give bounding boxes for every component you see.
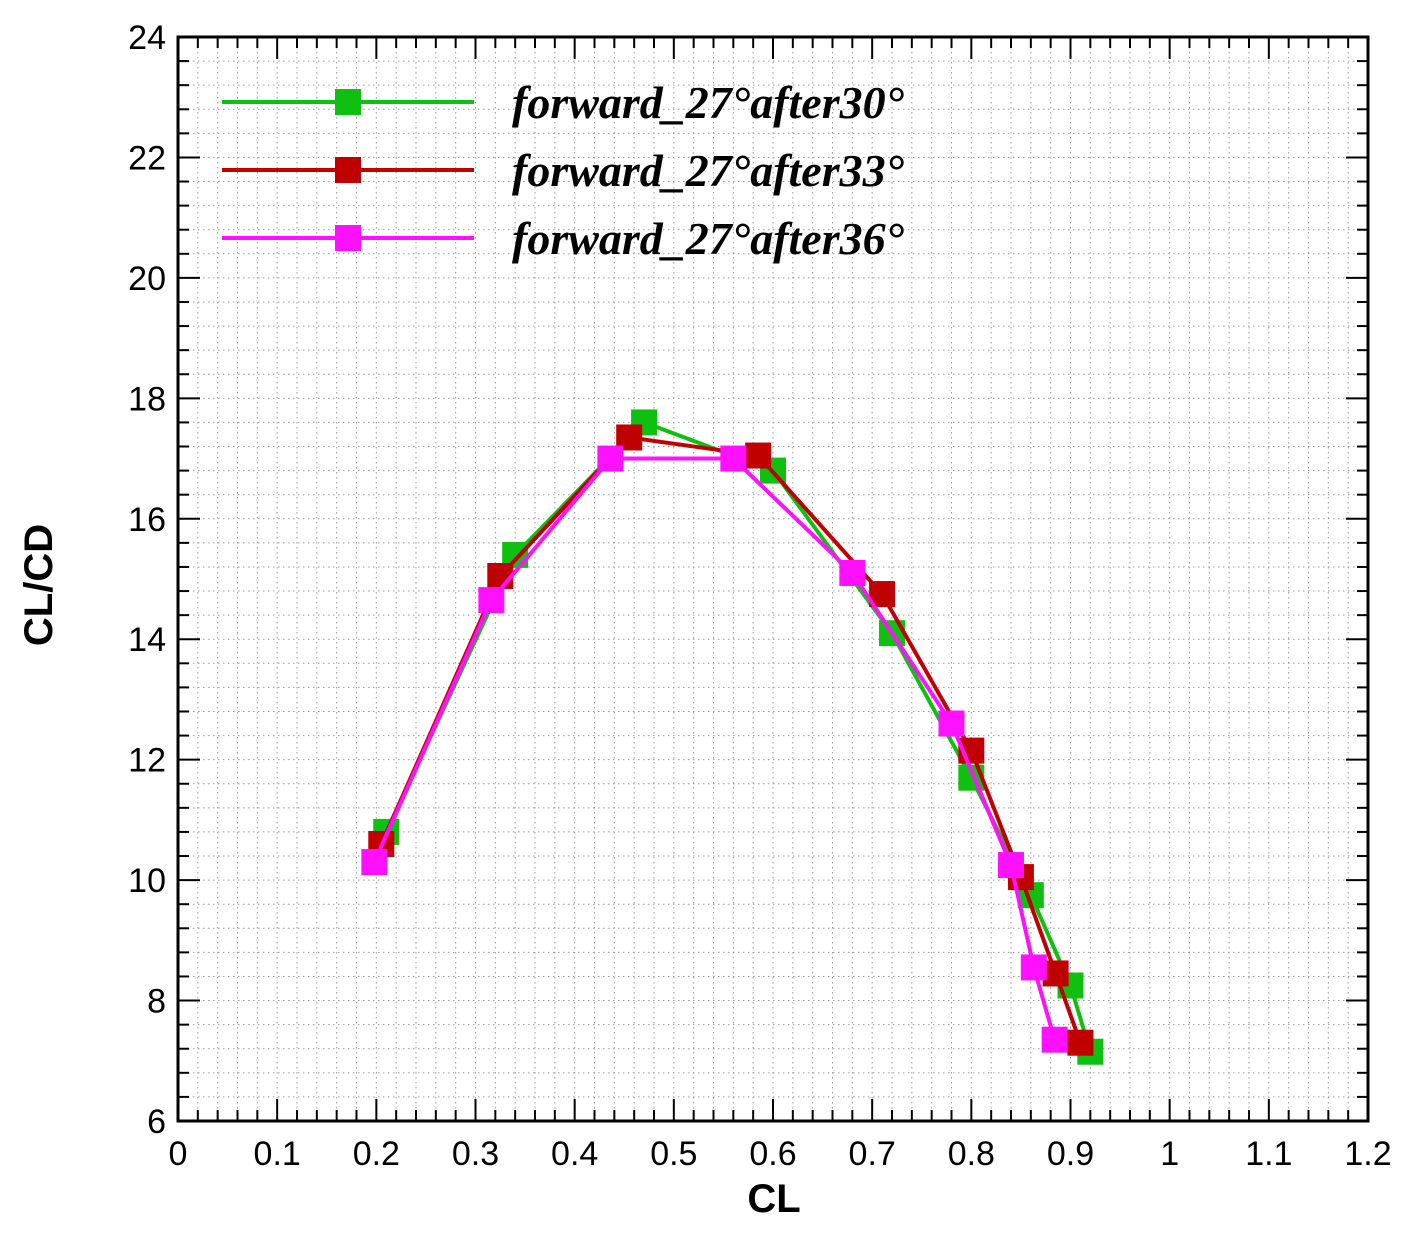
y-tick-label: 14 [128, 621, 166, 659]
data-point-marker [720, 445, 747, 472]
grid [178, 37, 1368, 1121]
x-tick-label: 0.8 [948, 1135, 995, 1173]
data-point-marker [487, 562, 514, 589]
x-tick-label: 0.1 [254, 1135, 301, 1173]
legend-entry-3: forward_27°after36° [222, 213, 905, 264]
legend-marker [335, 225, 361, 251]
data-point-marker [361, 849, 388, 876]
x-tick-label: 0.6 [749, 1135, 796, 1173]
series-group [361, 409, 1104, 1065]
series-2 [368, 424, 1094, 1056]
legend-marker [335, 157, 361, 183]
data-point-marker [839, 559, 866, 586]
legend-label: forward_27°after30° [512, 77, 905, 128]
data-point-marker [1041, 1026, 1068, 1053]
legend: forward_27°after30° forward_27°after33°fo… [222, 77, 905, 264]
data-point-marker [478, 587, 505, 614]
series-line [384, 420, 1093, 1053]
y-axis-title: CL/CD [17, 524, 61, 646]
y-tick-label: 10 [128, 862, 166, 900]
data-point-marker [1042, 960, 1069, 987]
y-tick-label: 24 [128, 19, 166, 57]
y-tick-label: 18 [128, 380, 166, 418]
legend-label: forward_27°after33° [512, 145, 905, 196]
data-point-marker [1067, 1029, 1094, 1056]
x-tick-label: 1 [1160, 1135, 1179, 1173]
y-tick-label: 8 [147, 983, 166, 1021]
y-tick-label: 20 [128, 260, 166, 298]
x-tick-label: 0.5 [650, 1135, 697, 1173]
x-tick-label: 1.2 [1344, 1135, 1391, 1173]
y-tick-label: 22 [128, 139, 166, 177]
legend-label: forward_27°after36° [512, 213, 905, 264]
data-point-marker [1020, 954, 1047, 981]
x-axis-title: CL [747, 1177, 800, 1221]
series-3 [361, 445, 1068, 1053]
data-point-marker [745, 442, 772, 469]
y-tick-label: 12 [128, 742, 166, 780]
legend-entry-2: forward_27°after33° [222, 145, 905, 196]
data-point-marker [998, 852, 1024, 879]
x-tick-label: 0.3 [452, 1135, 499, 1173]
legend-marker [335, 89, 361, 115]
data-point-marker [938, 710, 965, 737]
y-tick-label: 6 [147, 1103, 166, 1141]
y-tick-label: 16 [128, 501, 166, 539]
data-point-marker [597, 445, 624, 472]
legend-entry-1: forward_27°after30° [222, 77, 905, 128]
series-1 [373, 409, 1104, 1065]
x-tick-label: 0.4 [551, 1135, 598, 1173]
x-tick-label: 0.7 [849, 1135, 896, 1173]
x-tick-label: 0.2 [353, 1135, 400, 1173]
x-tick-label: 0.9 [1047, 1135, 1094, 1173]
x-tick-label: 0 [169, 1135, 188, 1173]
x-tick-label: 1.1 [1245, 1135, 1292, 1173]
axes: CL CL/CD 0 0.1 0.2 0.3 0.4 0.5 0.6 0.7 0.8 0.9 1 1.… [17, 19, 1392, 1221]
